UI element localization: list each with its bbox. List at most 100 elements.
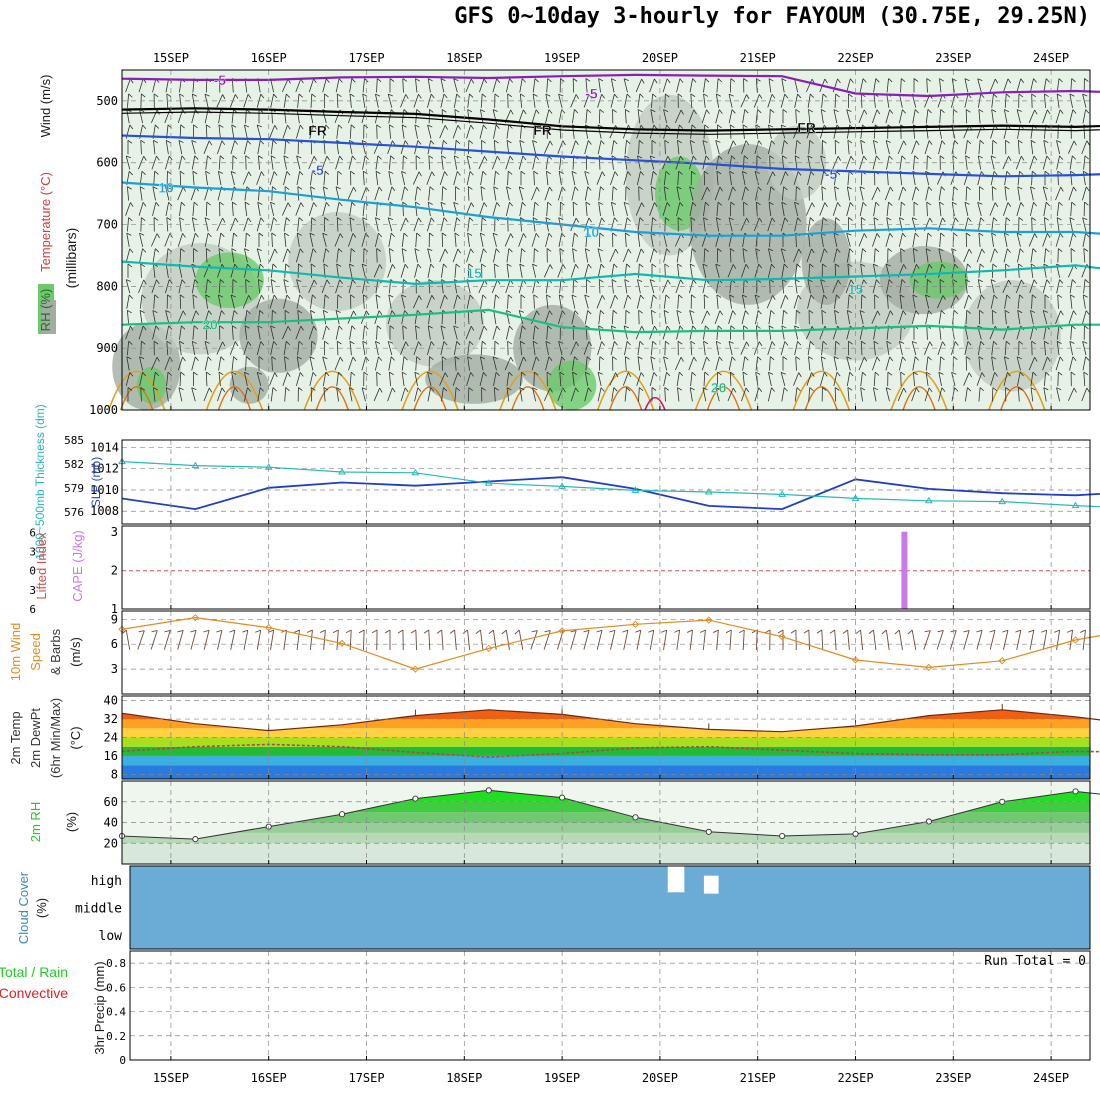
barb-flag — [166, 340, 172, 345]
rh-shading-patch — [547, 360, 597, 410]
wind-barb — [152, 371, 160, 387]
barb-flag — [299, 372, 304, 377]
wind-barb — [205, 170, 211, 186]
wind-barb — [414, 387, 422, 402]
barb-flag — [179, 294, 185, 298]
barb-flag — [234, 140, 239, 145]
barb-flag — [261, 295, 265, 300]
barb-staff — [140, 387, 142, 402]
wind-barb — [231, 356, 238, 371]
wind-barb — [165, 325, 173, 340]
barb-flag — [401, 294, 407, 298]
wind-barb — [440, 78, 446, 93]
barb-flag — [431, 171, 435, 177]
wind-barb — [270, 387, 277, 402]
surface-barb-staff — [243, 630, 249, 650]
barb-flag — [310, 310, 316, 314]
barb-staff — [282, 125, 288, 139]
barb-flag — [205, 170, 211, 175]
top-date-label: 16SEP — [251, 51, 287, 65]
barb-flag — [336, 387, 342, 391]
wind-barb — [308, 202, 317, 216]
surface-barb-staff — [177, 630, 184, 650]
barb-staff — [428, 186, 431, 201]
barb-flag — [193, 201, 199, 206]
contour-label: FR — [533, 122, 552, 138]
rh-shading-patch — [239, 298, 318, 373]
barb-staff — [466, 171, 471, 186]
barb-staff — [139, 186, 143, 201]
wind-barb — [336, 217, 342, 232]
barb-flag — [234, 387, 239, 392]
barb-staff — [191, 140, 196, 155]
surface-wind-barb — [436, 629, 444, 651]
barb-staff — [151, 155, 157, 170]
barb-flag — [191, 140, 197, 143]
barb-staff — [362, 93, 366, 108]
barb-flag — [156, 357, 160, 362]
top-date-label: 17SEP — [348, 51, 384, 65]
barb-staff — [153, 140, 156, 155]
barb-staff — [362, 217, 366, 232]
barb-flag — [324, 340, 329, 345]
barb-flag — [218, 248, 224, 252]
barb-flag — [375, 170, 381, 175]
wind-barb — [400, 263, 409, 278]
barb-staff — [387, 140, 393, 155]
top-date-label: 19SEP — [544, 51, 580, 65]
barb-flag — [469, 294, 474, 299]
surface-wind-barb — [410, 629, 417, 651]
barb-flag — [361, 140, 367, 143]
bottom-date-label: 17SEP — [348, 1071, 384, 1085]
barb-flag — [192, 294, 198, 298]
wind-barb — [427, 78, 433, 93]
barb-flag — [271, 356, 277, 360]
wind-barb — [270, 279, 276, 294]
barb-flag — [468, 263, 473, 268]
wind-barb — [387, 93, 393, 108]
barb-flag — [287, 124, 291, 130]
barb-staff — [361, 387, 366, 402]
wind-barb — [295, 202, 304, 216]
wind-barb — [348, 233, 357, 247]
contour-label: FR — [797, 119, 816, 135]
barb-flag — [468, 139, 473, 144]
wind-barb — [165, 186, 171, 201]
barb-staff — [152, 248, 156, 263]
surface-barb-staff — [480, 630, 484, 650]
wind-barb — [179, 325, 186, 340]
barb-staff — [452, 248, 459, 263]
barb-staff — [152, 78, 157, 93]
wind-barb — [150, 357, 160, 371]
barb-flag — [390, 155, 395, 160]
barb-flag — [391, 186, 396, 192]
barb-flag — [152, 310, 158, 313]
wind-barb — [349, 78, 356, 93]
wind-barb — [401, 248, 407, 263]
wind-barb — [336, 170, 342, 186]
wind-barb — [387, 341, 393, 356]
wind-barb — [440, 341, 448, 356]
barb-staff — [361, 264, 366, 278]
wind-barb — [323, 294, 330, 309]
barb-flag — [349, 140, 355, 143]
barb-staff — [231, 124, 235, 139]
barb-flag — [441, 155, 447, 159]
barb-flag — [270, 201, 276, 205]
barb-flag — [335, 186, 341, 190]
wind-barb — [230, 171, 236, 186]
barb-staff — [270, 387, 274, 402]
wind-barb — [284, 387, 290, 402]
wind-barb — [138, 325, 147, 340]
barb-flag — [444, 372, 448, 378]
wind-barb — [439, 125, 448, 139]
wind-barb — [439, 294, 448, 309]
barb-staff — [205, 294, 208, 309]
surface-wind-barb — [255, 629, 262, 650]
wind-barb — [375, 170, 381, 186]
barb-staff — [216, 94, 223, 108]
barb-staff — [415, 232, 418, 248]
wind-barb — [426, 295, 435, 309]
barb-flag — [207, 155, 212, 160]
wind-tick-label: 6 — [111, 637, 118, 651]
